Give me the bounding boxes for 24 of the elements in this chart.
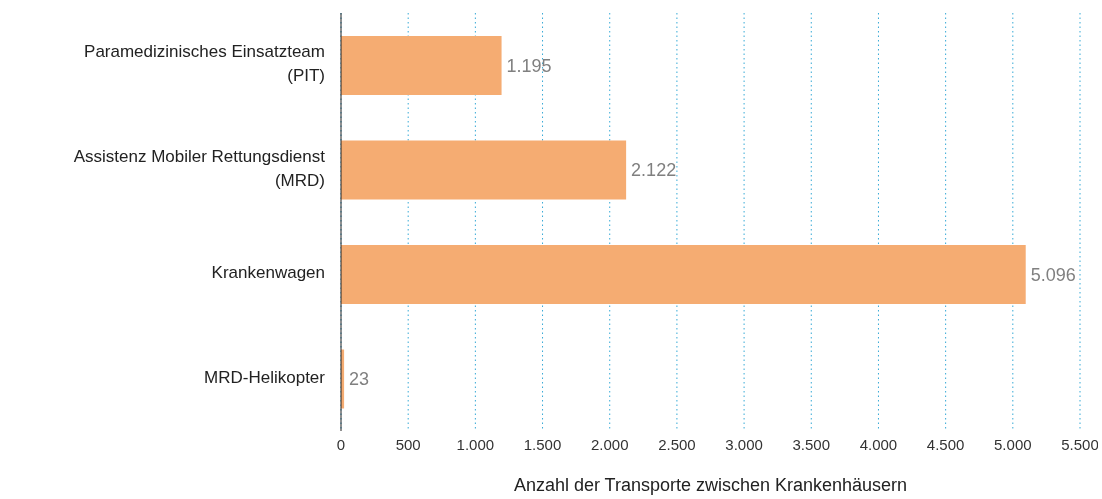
x-tick-label: 4.500 <box>926 435 965 453</box>
y-tick-label: Paramedizinisches Einsatzteam (PIT) <box>84 42 325 86</box>
data-label: 1.195 <box>506 55 552 76</box>
bar <box>341 35 502 95</box>
x-tick-label: 1.500 <box>523 435 562 453</box>
data-label: 2.122 <box>631 160 677 181</box>
y-tick-label: MRD-Helikopter <box>204 368 326 388</box>
x-tick-label: 2.000 <box>590 435 629 453</box>
x-axis-title: Anzahl der Transporte zwischen Krankenhäusern <box>513 475 908 495</box>
x-tick-label: 500 <box>395 435 421 453</box>
x-tick-label: 5.500 <box>1061 435 1099 453</box>
data-label: 5.096 <box>1030 264 1076 285</box>
bar <box>341 140 627 200</box>
x-tick-label: 3.000 <box>725 435 763 453</box>
y-tick-label: Krankenwagen <box>211 263 325 283</box>
x-tick-label: 3.500 <box>792 435 831 453</box>
y-tick-label: Assistenz Mobiler Rettungsdienst (MRD) <box>73 147 326 191</box>
data-label: 23 <box>349 369 370 390</box>
x-tick-label: 5.000 <box>994 435 1032 453</box>
x-tick-label: 1.000 <box>456 435 495 453</box>
bar <box>341 244 1026 304</box>
x-tick-label: 0 <box>336 435 346 453</box>
x-tick-label: 2.500 <box>658 435 696 453</box>
x-tick-label: 4.000 <box>859 435 898 453</box>
